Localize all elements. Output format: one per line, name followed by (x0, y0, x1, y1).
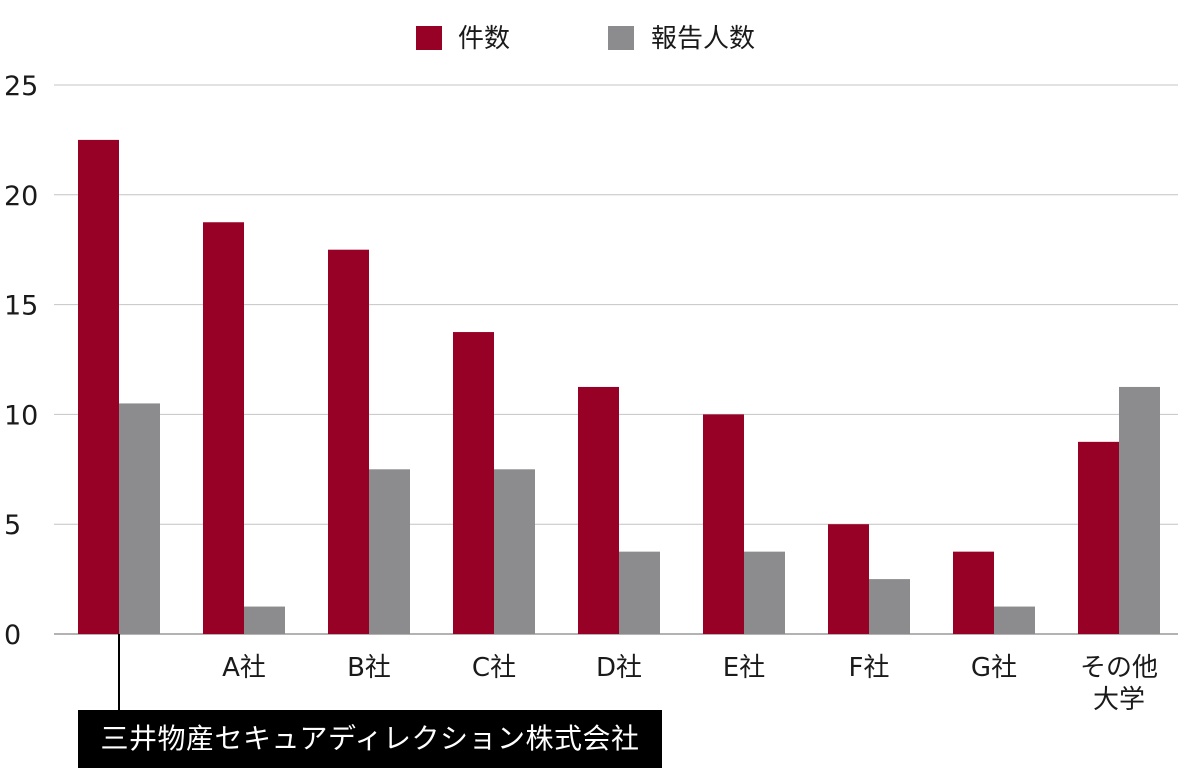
bar-count-4 (578, 386, 619, 634)
bar-count-1 (203, 222, 244, 634)
x-category-label-8: その他大学 (1080, 653, 1158, 715)
y-axis-tick-labels: 0 5 10 15 20 25 (4, 71, 38, 651)
legend-swatch-0 (416, 26, 442, 50)
bar-reporters-6 (869, 579, 910, 634)
bar-reporters-0 (119, 403, 160, 634)
legend: 件数 報告人数 (416, 24, 755, 54)
bar-count-6 (828, 524, 869, 634)
y-tick-label-10: 10 (4, 400, 38, 431)
x-axis-category-labels: A社 B社 C社 D社 E社 F社 G社 その他大学 (222, 653, 1158, 715)
x-category-label-6: F社 (849, 653, 890, 683)
bar-count-8 (1078, 441, 1119, 634)
y-tick-label-0: 0 (4, 620, 21, 651)
legend-label-1: 報告人数 (651, 24, 755, 54)
legend-swatch-1 (608, 26, 634, 50)
y-tick-label-15: 15 (4, 291, 38, 322)
x-category-label-2: B社 (347, 653, 391, 683)
bar-reporters-7 (994, 606, 1035, 634)
callout-label: 三井物産セキュアディレクション株式会社 (78, 710, 662, 768)
bar-reporters-3 (494, 469, 535, 634)
bar-count-7 (953, 551, 994, 634)
bar-reporters-2 (369, 469, 410, 634)
x-category-label-3: C社 (472, 653, 516, 683)
y-tick-label-25: 25 (4, 71, 38, 102)
x-category-label-7: G社 (971, 653, 1017, 683)
bar-reporters-5 (744, 551, 785, 634)
y-tick-label-20: 20 (4, 181, 38, 212)
bar-reporters-1 (244, 606, 285, 634)
legend-label-0: 件数 (458, 24, 510, 54)
x-category-label-5: E社 (723, 653, 765, 683)
bar-count-0 (78, 139, 119, 634)
bar-count-2 (328, 249, 369, 634)
bars (78, 139, 1160, 634)
bar-reporters-4 (619, 551, 660, 634)
y-tick-label-5: 5 (4, 510, 21, 541)
bar-count-5 (703, 414, 744, 634)
callout-connector-line (118, 634, 120, 710)
bar-count-3 (453, 332, 494, 634)
x-category-label-4: D社 (596, 653, 642, 683)
bar-reporters-8 (1119, 386, 1160, 634)
x-category-label-1: A社 (222, 653, 266, 683)
